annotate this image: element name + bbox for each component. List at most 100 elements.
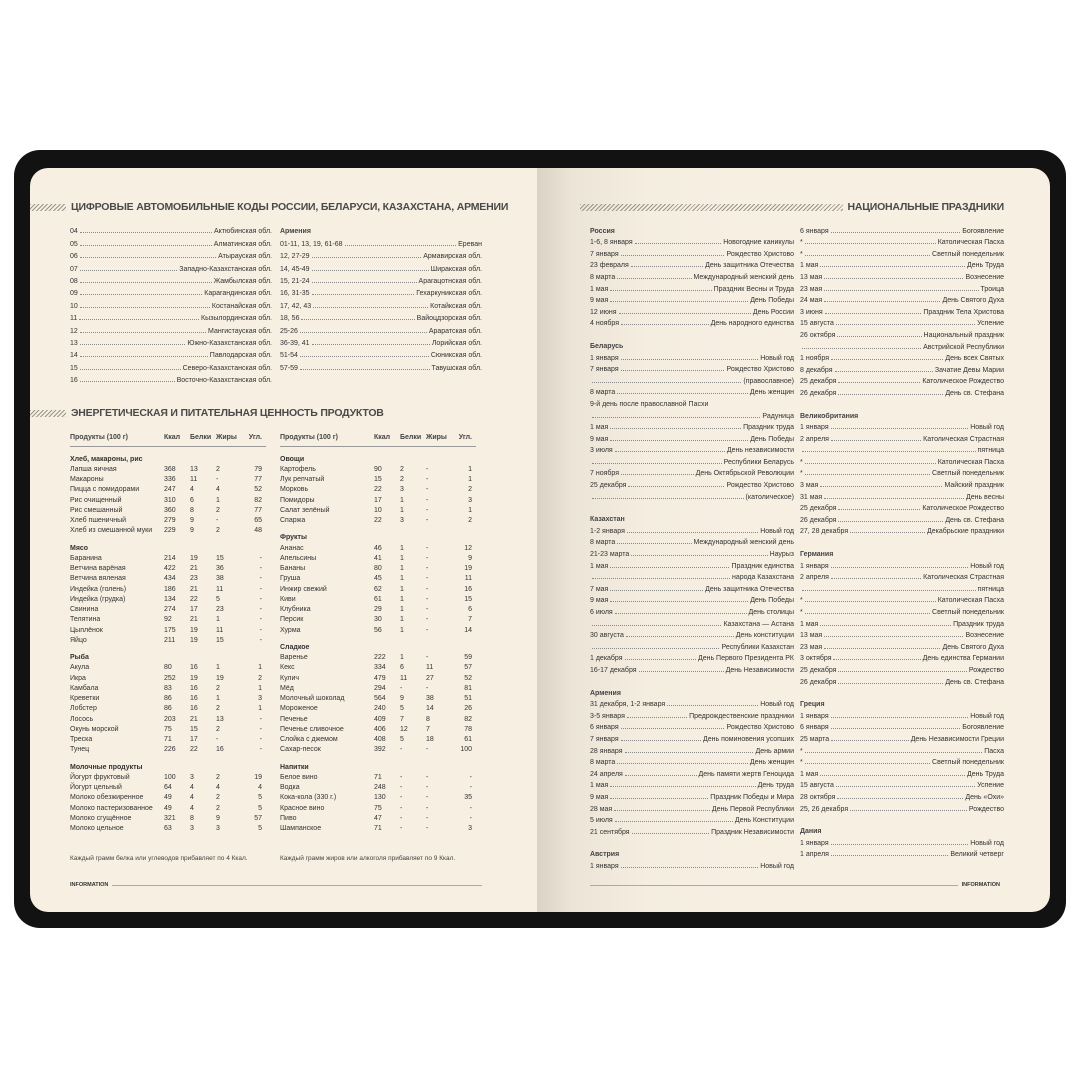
leader-dots (838, 682, 944, 684)
label: Международный женский день (693, 273, 794, 281)
cell: Персик (280, 616, 304, 624)
table-left: Продукты (100 г) Ккал Белки Жиры Угл. Хлеб, м… (70, 428, 266, 834)
cell: 1 (400, 496, 404, 504)
date: * (800, 239, 803, 247)
leader-dots (311, 269, 429, 271)
cell: - (259, 715, 262, 723)
leader-dots (592, 624, 722, 626)
leader-dots (311, 257, 422, 259)
label: Новый год (970, 424, 1004, 432)
cell: 21 (190, 565, 198, 573)
cell: 11 (216, 585, 224, 593)
cell: Баранина (70, 554, 102, 562)
cell: Картофель (280, 465, 316, 473)
cell: - (469, 814, 472, 822)
label: Светлый понедельник (932, 470, 1004, 478)
cell: 45 (374, 575, 382, 583)
cell: 9 (216, 814, 220, 822)
cell: 21 (190, 616, 198, 624)
holiday-row: 24 мая День Святого Духа (800, 293, 1004, 304)
label: Праздник Победы и Мира (710, 793, 794, 801)
label: День Труда (966, 262, 1004, 270)
label: Австрийской Республики (923, 343, 1004, 351)
cell: 75 (374, 804, 382, 812)
cell: 63 (164, 825, 172, 833)
cell: - (259, 616, 262, 624)
label: Новый год (760, 527, 794, 535)
cell: Сахар-песок (280, 746, 321, 754)
table-row: Морковь 22 3 - 2 (280, 485, 476, 495)
cell: 17 (374, 496, 382, 504)
note: Каждый грамм жиров или алкоголя прибавля… (280, 855, 456, 862)
label: Светлый понедельник (932, 759, 1004, 767)
leader-dots (830, 728, 961, 730)
leader-dots (804, 243, 936, 245)
leader-dots (301, 319, 415, 321)
cell: Водка (280, 784, 300, 792)
cell: 52 (464, 674, 472, 682)
date: * (800, 458, 803, 466)
group-title: Рыба (70, 654, 89, 662)
cell: Молочный шоколад (280, 695, 345, 703)
date: 8 марта (590, 759, 616, 767)
holiday-row: 1 января Новый год (800, 835, 1004, 847)
date: 08 (70, 277, 78, 285)
cell: 2 (216, 506, 220, 514)
cell: 1 (216, 616, 220, 624)
label: народа Казахстана (731, 574, 794, 582)
cell: 10 (374, 506, 382, 514)
cell: Печенье сливочное (280, 725, 344, 733)
cell: 77 (254, 476, 262, 484)
cell: 49 (164, 804, 172, 812)
table-row: Пицца с помидорами 247 4 4 52 (70, 485, 266, 495)
date: 7 ноября (590, 470, 620, 478)
cell: - (426, 486, 429, 494)
holiday-row: (католическое) (590, 489, 794, 501)
leader-dots (830, 578, 922, 580)
cell: Спаржа (280, 517, 306, 525)
cell: 77 (254, 506, 262, 514)
cell: 9 (400, 695, 404, 703)
leader-dots (667, 705, 759, 707)
cell: 38 (216, 575, 224, 583)
leader-dots (820, 266, 965, 268)
leader-dots (850, 532, 925, 534)
cell: Рис смешанный (70, 506, 123, 514)
label: Новый год (760, 701, 794, 709)
label: Великий четверг (950, 851, 1004, 859)
leader-dots (634, 243, 722, 245)
cell: - (469, 773, 472, 781)
date: 25 декабря (800, 378, 837, 386)
leader-dots (837, 335, 922, 337)
leader-dots (835, 324, 976, 326)
cell: 334 (374, 664, 386, 672)
label: Вознесение (965, 273, 1004, 281)
cell: 19 (190, 554, 198, 562)
date: 13 мая (800, 632, 823, 640)
leader-dots (620, 254, 725, 256)
cell: Киви (280, 595, 296, 603)
label: Западно-Казахстанская обл. (179, 265, 272, 273)
label: Кызылординская обл. (201, 315, 272, 323)
date: 1 декабря (590, 655, 623, 663)
label: Мангистауская обл. (208, 327, 272, 335)
leader-dots (831, 359, 944, 361)
leader-dots (624, 774, 697, 776)
label: День труда (757, 782, 794, 790)
cell: - (426, 773, 429, 781)
cell: 46 (374, 544, 382, 552)
leader-dots (79, 294, 203, 296)
cell: - (259, 565, 262, 573)
cell: 23 (190, 575, 198, 583)
label: Араратская обл. (428, 327, 482, 335)
holiday-row: 23 мая День Святого Духа (800, 639, 1004, 651)
label: Новый год (970, 562, 1004, 570)
date: 23 мая (800, 285, 823, 293)
cell: 1 (400, 595, 404, 603)
cell: Шампанское (280, 825, 322, 833)
cell: Апельсины (280, 554, 317, 562)
cell: 5 (258, 794, 262, 802)
code-row: 13 Южно-Казахстанская обл. (70, 335, 272, 347)
cell: 21 (190, 715, 198, 723)
holiday-row: 3 июня Праздник Тела Христова (800, 304, 1004, 316)
